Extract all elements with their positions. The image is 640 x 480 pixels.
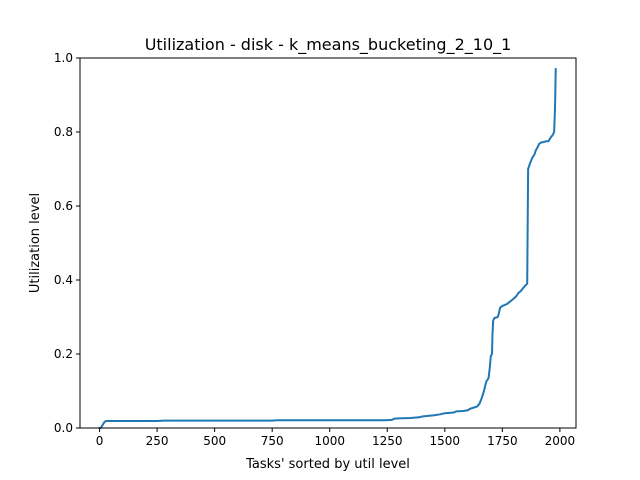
x-tick-label: 1500 [430,434,461,448]
x-tick-label: 1000 [314,434,345,448]
x-tick-label: 1250 [372,434,403,448]
x-tick-label: 500 [203,434,226,448]
x-axis-label: Tasks' sorted by util level [245,457,410,472]
x-tick-label: 750 [261,434,284,448]
y-tick-label: 1.0 [54,51,73,65]
line-layer [98,68,557,429]
chart-title: Utilization - disk - k_means_bucketing_2… [145,35,512,55]
x-tick-label: 2000 [545,434,576,448]
y-tick-label: 0.6 [54,199,73,213]
y-axis-label: Utilization level [28,193,43,293]
ticks-layer: 0 250 500 750 1000 1250 1500 1750 2000 0.0 0.2 0.4 0… [54,51,575,448]
x-tick-label: 250 [146,434,169,448]
y-tick-label: 0.2 [54,347,73,361]
x-tick-label: 0 [96,434,104,448]
y-tick-label: 0.8 [54,125,73,139]
y-tick-label: 0.4 [54,273,73,287]
plot-frame [79,57,577,429]
series-line [98,68,557,429]
y-tick-label: 0.0 [54,421,73,435]
x-tick-label: 1750 [487,434,518,448]
